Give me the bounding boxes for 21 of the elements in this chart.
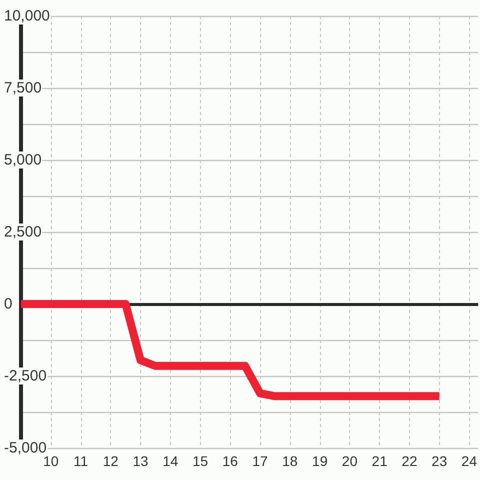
x-tick-label: 20	[342, 453, 358, 469]
x-tick-label: 12	[102, 453, 119, 469]
x-tick-label: 18	[282, 453, 298, 469]
y-tick-label: -5,000	[4, 440, 47, 456]
y-tick-label: 0	[4, 296, 12, 312]
y-tick-label: 2,500	[4, 224, 42, 240]
x-tick-label: 23	[432, 453, 448, 469]
x-tick-label: 13	[132, 453, 149, 469]
x-tick-label: 11	[73, 453, 88, 469]
x-tick-label: 15	[192, 453, 208, 469]
x-tick-label: 24	[461, 453, 478, 469]
y-tick-label: 5,000	[4, 152, 42, 168]
x-tick-label: 17	[252, 453, 268, 469]
x-tick-label: 14	[162, 453, 178, 469]
y-tick-label: 7,500	[4, 80, 42, 96]
y-tick-label: -2,500	[4, 368, 47, 384]
x-tick-label: 19	[312, 453, 328, 469]
x-tick-label: 21	[372, 453, 388, 469]
x-tick-label: 16	[222, 453, 238, 469]
y-tick-label: 10,000	[4, 8, 50, 24]
x-tick-label: 22	[402, 453, 418, 469]
